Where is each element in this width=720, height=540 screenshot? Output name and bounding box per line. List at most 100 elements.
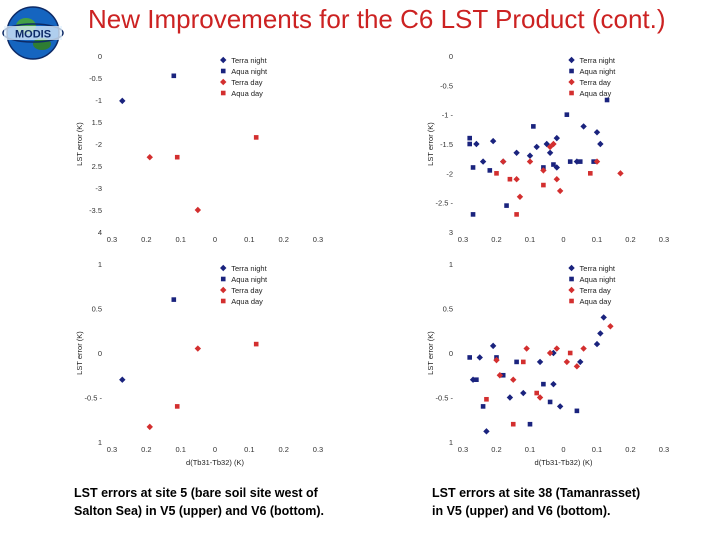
data-point <box>533 143 540 151</box>
data-point <box>510 421 516 427</box>
legend-marker <box>568 56 575 64</box>
y-tick-label: -3 <box>95 184 102 193</box>
legend-marker <box>569 90 574 96</box>
legend-marker <box>220 276 226 282</box>
data-point <box>487 168 493 173</box>
y-tick-label: 0 <box>449 52 453 61</box>
y-tick-label: 4 <box>98 228 102 237</box>
legend-marker <box>220 286 227 294</box>
data-point <box>534 390 539 396</box>
data-point <box>467 355 472 360</box>
caption-site5-line1: LST errors at site 5 (bare soil site wes… <box>74 486 318 500</box>
x-tick-label: 0.2 <box>141 445 151 454</box>
x-tick-label: 0.2 <box>278 445 288 454</box>
x-tick-label: 0 <box>213 445 217 454</box>
data-point <box>597 140 604 148</box>
data-point <box>489 137 497 145</box>
legend-marker <box>220 90 226 96</box>
y-tick-label: 2.5 <box>92 162 102 171</box>
y-tick-label: -0.5 <box>89 74 102 83</box>
data-point <box>563 358 571 366</box>
data-point <box>521 359 526 365</box>
legend-label: Aqua night <box>580 275 617 284</box>
legend-label: Aqua night <box>231 275 268 284</box>
x-tick-label: 0.1 <box>244 235 254 244</box>
data-point <box>607 323 614 330</box>
data-point <box>553 345 560 352</box>
logo-text: MODIS <box>15 29 51 41</box>
y-tick-label: 1 <box>449 260 453 269</box>
data-point <box>479 158 487 165</box>
data-point <box>489 342 497 350</box>
y-tick-label: -0.5 - <box>84 394 102 403</box>
data-point <box>541 182 546 188</box>
y-tick-label: -1.5 <box>440 140 453 149</box>
data-point <box>527 421 533 427</box>
data-point <box>546 349 554 357</box>
legend-marker <box>220 68 226 74</box>
caption-site5-line2: Salton Sea) in V5 (upper) and V6 (bottom… <box>74 504 325 518</box>
data-point <box>588 171 593 176</box>
legend-label: Terra day <box>231 78 263 87</box>
x-tick-label: 0.1 <box>244 445 254 454</box>
y-tick-label: -1 - <box>442 111 454 120</box>
data-point <box>119 97 126 105</box>
data-point <box>553 176 560 183</box>
x-tick-label: 0.1 <box>592 445 602 454</box>
data-point <box>564 112 570 117</box>
data-point <box>146 154 153 161</box>
data-point <box>470 212 476 217</box>
x-tick-label: 0.3 <box>107 235 117 244</box>
legend-marker <box>220 264 227 272</box>
x-tick-label: 0.2 <box>625 235 635 244</box>
y-tick-label: 0 <box>98 349 102 358</box>
x-tick-label: 0.3 <box>659 235 669 244</box>
data-point <box>604 97 610 103</box>
data-point <box>536 358 544 366</box>
data-point <box>510 376 517 383</box>
legend-marker <box>568 78 575 86</box>
legend-marker <box>568 264 575 272</box>
legend-label: Terra night <box>231 264 267 273</box>
y-axis-label: LST error (K) <box>75 331 84 375</box>
data-point <box>526 158 534 165</box>
y-tick-label: -2 <box>446 169 453 178</box>
y-tick-label: 3 <box>449 228 453 237</box>
data-point <box>567 350 573 356</box>
y-tick-label: 0.5 <box>443 305 453 314</box>
data-point <box>171 73 177 79</box>
x-tick-label: 0.2 <box>491 445 501 454</box>
modis-logo: MODIS <box>2 2 64 64</box>
x-tick-label: 0.3 <box>659 445 669 454</box>
legend-marker <box>220 56 227 64</box>
x-tick-label: 0.1 <box>175 445 185 454</box>
y-axis-label: LST error (K) <box>426 331 435 375</box>
data-point <box>174 404 180 409</box>
y-tick-label: 1 <box>98 260 102 269</box>
x-tick-label: 0.1 <box>592 235 602 244</box>
y-tick-label: 1 <box>98 438 102 447</box>
caption-site38-line1: LST errors at site 38 (Tamanrasset) <box>432 486 641 500</box>
data-point <box>546 149 554 156</box>
x-tick-label: 0.2 <box>625 445 635 454</box>
data-point <box>543 140 550 148</box>
y-tick-label: 1.5 <box>92 118 102 127</box>
data-point <box>574 408 580 414</box>
data-point <box>146 423 153 431</box>
x-tick-label: 0.1 <box>525 235 535 244</box>
legend-label: Terra night <box>580 56 616 65</box>
y-tick-label: 0 <box>449 349 453 358</box>
y-tick-label: 1 <box>449 438 453 447</box>
data-point <box>506 394 514 401</box>
caption-site5: LST errors at site 5 (bare soil site wes… <box>74 484 324 520</box>
x-tick-label: 0 <box>561 445 565 454</box>
legend-label: Aqua night <box>580 67 617 76</box>
data-point <box>550 380 557 388</box>
data-point <box>573 363 581 370</box>
x-tick-label: 0.3 <box>107 445 117 454</box>
data-point <box>494 171 499 176</box>
legend-marker <box>568 286 575 294</box>
data-point <box>513 149 520 156</box>
data-point <box>480 404 486 409</box>
y-tick-label: 0.5 <box>92 305 102 314</box>
